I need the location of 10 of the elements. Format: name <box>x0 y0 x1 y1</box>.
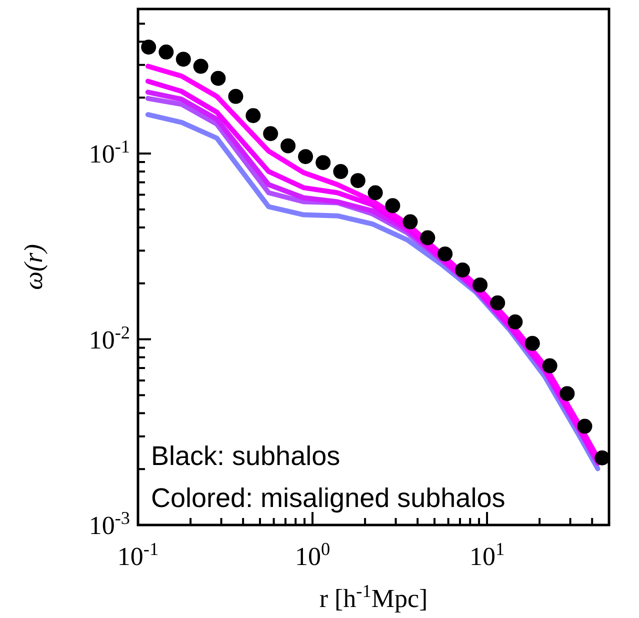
x-tick-label: 10$^{1}$ <box>469 539 505 571</box>
x-tick-label: 10$^{0}$ <box>294 539 330 571</box>
y-axis-title: ω(r) <box>19 244 48 290</box>
x-tick-label: 10$^{-1}$ <box>117 539 159 571</box>
y-tick-label: 10$^{-3}$ <box>88 508 130 540</box>
annotation: Black: subhalos <box>151 441 340 471</box>
annotation: Colored: misaligned subhalos <box>151 483 506 513</box>
x-axis-title: r [h$^{-1}$Mpc] <box>319 581 428 613</box>
y-tick-label: 10$^{-1}$ <box>88 136 130 169</box>
y-tick-label: 10$^{-2}$ <box>88 322 130 354</box>
